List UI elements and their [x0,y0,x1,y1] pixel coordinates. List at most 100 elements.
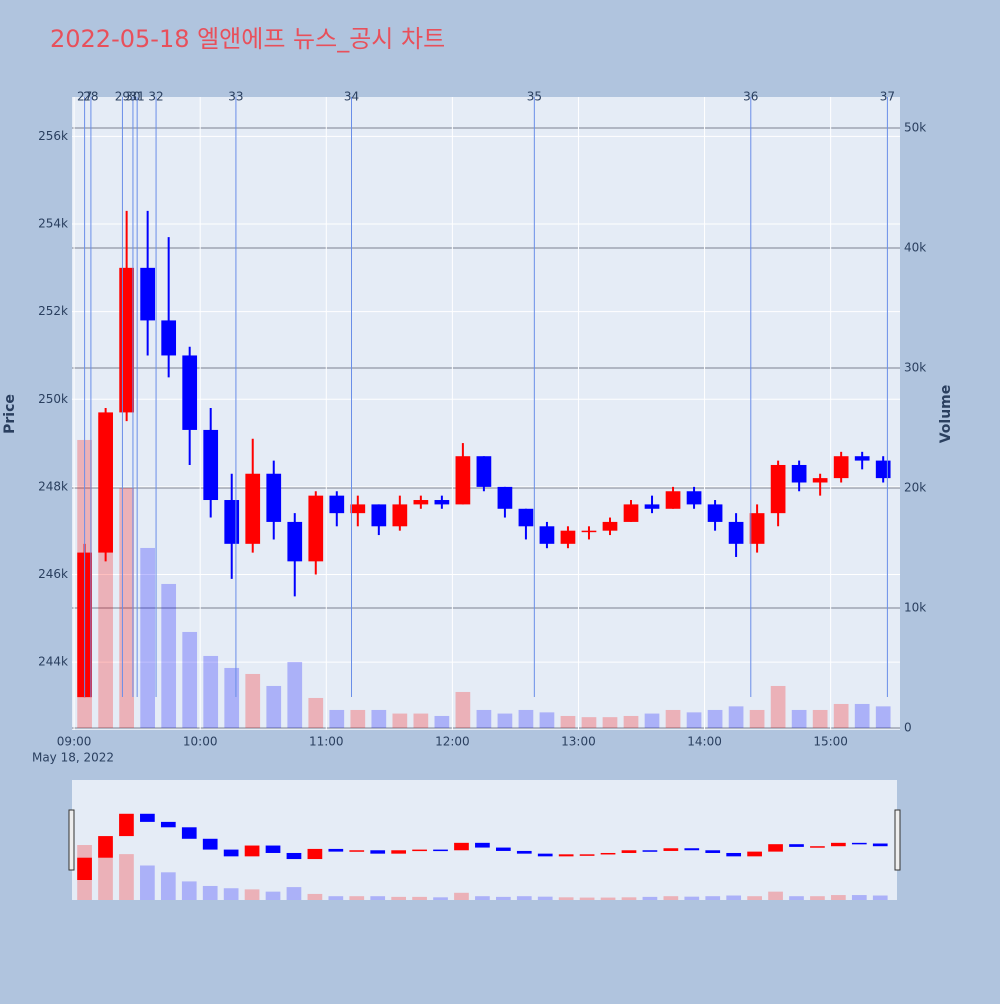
volume-bar [854,703,870,728]
slider-candle-body [537,853,553,857]
slider-volume-bar [160,872,176,900]
slider-volume-bar [831,895,846,900]
candle-body [119,267,134,413]
slider-candle-body [831,842,846,847]
volume-bar [413,713,429,728]
candle-body [329,495,345,514]
slider-candle-body [810,846,825,848]
slider-handle[interactable] [894,809,901,871]
volume-bar [728,706,744,728]
slider-volume-bar [140,865,155,900]
slider-volume-bar [286,887,302,900]
slider-candle-body [600,852,616,855]
slider-volume-bar [747,896,762,900]
candle-body [749,513,765,544]
slider-candle-body [454,842,469,851]
candle-body [497,486,513,509]
candle-body [371,504,387,527]
slider-volume-bar [391,896,407,900]
candle-body [140,267,156,321]
slider-volume-bar [768,891,783,900]
candle-body [854,456,870,461]
volume-bar [245,673,261,728]
slider-candle-body [475,842,490,848]
slider-candle-body [244,845,260,857]
slider-candle-body [495,847,511,851]
slider-volume-bar [642,896,658,900]
slider-candle-body [621,850,637,853]
y-tick-label: 250k [38,392,68,406]
slider-candle-body [307,848,323,860]
slider-volume-bar [558,897,574,900]
volume-bar [749,709,765,728]
y2-tick-label: 50k [904,120,926,134]
slider-candle-body [579,854,595,856]
news-marker-label: 29 [115,90,130,104]
candle-body [161,320,177,356]
candle-body [392,504,408,527]
y-tick-label: 254k [38,217,68,231]
slider-volume-bar [663,896,679,900]
volume-bar [602,717,618,728]
slider-volume-bar [328,896,344,900]
news-marker-label: 32 [148,90,163,104]
news-marker-label: 36 [743,90,758,104]
slider-volume-bar [244,889,260,900]
volume-bar [140,547,156,728]
x-tick-label: 10:00 [183,735,218,749]
candle-body [623,504,639,522]
volume-bar [266,685,282,728]
slider-volume-bar [475,896,490,900]
slider-candle-body [223,849,239,857]
x-date-label: May 18, 2022 [32,751,114,765]
slider-handle[interactable] [68,809,75,871]
slider-volume-bar [579,897,595,900]
slider-volume-bar [726,895,742,900]
candle-body [476,456,492,487]
slider-candle-body [872,843,888,847]
slider-candle-body [663,848,679,851]
volume-bar [707,709,723,728]
slider-volume-bar [516,896,532,900]
y2-tick-label: 0 [904,720,912,734]
slider-candle-body [516,850,532,854]
volume-bar [497,713,513,728]
volume-bar [434,715,450,728]
y2-tick-label: 10k [904,600,926,614]
volume-bar [686,712,702,728]
candle-body [98,412,113,553]
y-tick-label: 246k [38,567,68,581]
slider-volume-bar [851,895,867,900]
y2-tick-label: 30k [904,360,926,374]
volume-bar [371,709,387,728]
x-tick-label: 13:00 [561,735,596,749]
slider-candle-body [789,844,804,847]
slider-candle-body [98,836,113,858]
slider-candle-body [558,854,574,857]
slider-candle-body [391,850,407,854]
slider-candle-body [747,851,762,857]
slider-volume-bar [223,888,239,900]
slider-candle-body [119,813,134,837]
y2-tick-label: 40k [904,240,926,254]
slider-volume-bar [454,892,469,900]
candle-body [812,478,828,483]
candle-body [287,521,303,562]
slider-volume-bar [495,896,511,900]
candle-body [350,504,366,514]
volume-bar [329,709,345,728]
volume-bar [182,631,198,728]
candle-body [833,456,849,479]
y-axis-title: Price [2,394,18,434]
news-marker-label: 31 [130,90,145,104]
slider-candle-body [349,850,365,852]
volume-bar [833,703,849,728]
candle-body [224,500,240,544]
candle-body [518,508,534,527]
slider-candle-body [181,827,197,839]
slider-candle-body [286,852,302,860]
slider-candle-body [77,857,92,880]
slider-candle-body [642,850,658,852]
slider-candle-body [160,821,176,828]
